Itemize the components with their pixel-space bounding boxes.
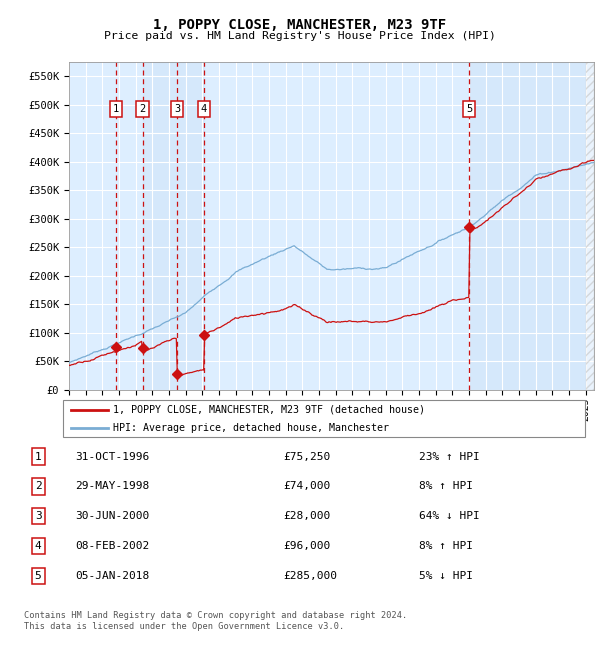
Text: 4: 4 (201, 105, 207, 114)
Text: 3: 3 (35, 512, 41, 521)
FancyBboxPatch shape (62, 400, 586, 437)
Text: 30-JUN-2000: 30-JUN-2000 (75, 512, 149, 521)
Text: 1, POPPY CLOSE, MANCHESTER, M23 9TF: 1, POPPY CLOSE, MANCHESTER, M23 9TF (154, 18, 446, 32)
Text: £75,250: £75,250 (283, 452, 331, 461)
Text: Price paid vs. HM Land Registry's House Price Index (HPI): Price paid vs. HM Land Registry's House … (104, 31, 496, 41)
Text: 23% ↑ HPI: 23% ↑ HPI (419, 452, 479, 461)
Text: £285,000: £285,000 (283, 571, 337, 581)
Text: This data is licensed under the Open Government Licence v3.0.: This data is licensed under the Open Gov… (24, 622, 344, 631)
Bar (143, 62, 204, 390)
Text: £96,000: £96,000 (283, 541, 331, 551)
Text: 05-JAN-2018: 05-JAN-2018 (75, 571, 149, 581)
Text: 29-MAY-1998: 29-MAY-1998 (75, 482, 149, 491)
Text: 1: 1 (113, 105, 119, 114)
Text: £28,000: £28,000 (283, 512, 331, 521)
Text: 31-OCT-1996: 31-OCT-1996 (75, 452, 149, 461)
Text: 5: 5 (466, 105, 472, 114)
Bar (469, 62, 594, 390)
Text: 5% ↓ HPI: 5% ↓ HPI (419, 571, 473, 581)
Text: £74,000: £74,000 (283, 482, 331, 491)
Text: 1: 1 (35, 452, 41, 461)
Text: 1, POPPY CLOSE, MANCHESTER, M23 9TF (detached house): 1, POPPY CLOSE, MANCHESTER, M23 9TF (det… (113, 405, 425, 415)
Text: 8% ↑ HPI: 8% ↑ HPI (419, 482, 473, 491)
Text: 5: 5 (35, 571, 41, 581)
Text: HPI: Average price, detached house, Manchester: HPI: Average price, detached house, Manc… (113, 423, 389, 434)
Text: 08-FEB-2002: 08-FEB-2002 (75, 541, 149, 551)
Text: 4: 4 (35, 541, 41, 551)
Text: 2: 2 (139, 105, 146, 114)
Text: Contains HM Land Registry data © Crown copyright and database right 2024.: Contains HM Land Registry data © Crown c… (24, 611, 407, 620)
Text: 3: 3 (174, 105, 181, 114)
Text: 8% ↑ HPI: 8% ↑ HPI (419, 541, 473, 551)
Text: 64% ↓ HPI: 64% ↓ HPI (419, 512, 479, 521)
Text: 2: 2 (35, 482, 41, 491)
